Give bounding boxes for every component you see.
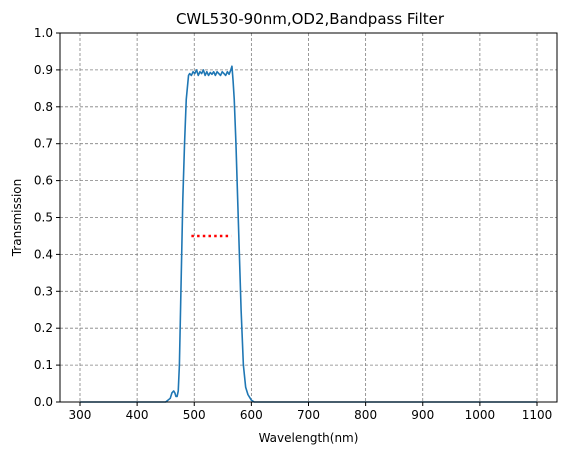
y-tick-label: 0.2 [34, 321, 53, 335]
x-tick-label: 400 [126, 408, 149, 422]
x-tick-label: 800 [354, 408, 377, 422]
y-tick-label: 0.5 [34, 211, 53, 225]
y-tick-label: 0.1 [34, 358, 53, 372]
x-tick-label: 300 [69, 408, 92, 422]
y-tick-label: 0.3 [34, 284, 53, 298]
y-tick-label: 0.8 [34, 100, 53, 114]
x-tick-label: 1000 [465, 408, 496, 422]
y-tick-label: 0.9 [34, 63, 53, 77]
x-tick-label: 600 [240, 408, 263, 422]
series-line-transmission [79, 65, 538, 403]
x-tick-label: 1100 [522, 408, 553, 422]
x-tick-label: 700 [297, 408, 320, 422]
y-tick-label: 0.0 [34, 395, 53, 409]
x-axis-label: Wavelength(nm) [259, 431, 359, 445]
y-axis-label: Transmission [10, 179, 24, 258]
axis-ticks: 300 400 500 600 700 800 900 1000 1100 0.0 0.1 0.2 0.… [34, 26, 552, 422]
y-tick-label: 1.0 [34, 26, 53, 40]
y-tick-label: 0.7 [34, 137, 53, 151]
y-tick-label: 0.6 [34, 174, 53, 188]
plot-series [79, 65, 538, 403]
y-tick-label: 0.4 [34, 247, 53, 261]
x-tick-label: 500 [183, 408, 206, 422]
chart-title: CWL530-90nm,OD2,Bandpass Filter [176, 10, 445, 28]
x-tick-label: 900 [411, 408, 434, 422]
